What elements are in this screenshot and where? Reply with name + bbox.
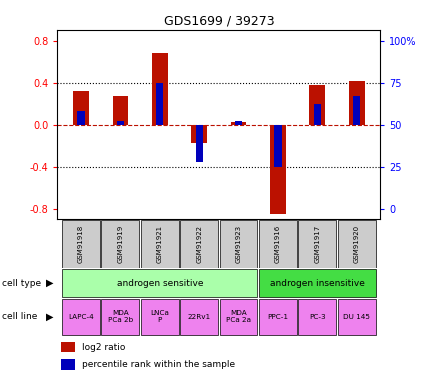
FancyBboxPatch shape	[141, 298, 178, 335]
Text: GSM91922: GSM91922	[196, 225, 202, 263]
Bar	[314, 105, 321, 125]
Text: GSM91917: GSM91917	[314, 225, 320, 263]
Text: GSM91921: GSM91921	[157, 225, 163, 263]
Bar	[61, 342, 75, 352]
FancyBboxPatch shape	[259, 298, 297, 335]
Text: LNCa
P: LNCa P	[150, 310, 169, 323]
Bar	[235, 122, 242, 124]
Text: GSM91918: GSM91918	[78, 225, 84, 263]
FancyBboxPatch shape	[259, 269, 376, 297]
Bar	[191, 124, 207, 142]
Text: GSM91923: GSM91923	[235, 225, 241, 263]
FancyBboxPatch shape	[102, 220, 139, 268]
Bar	[61, 359, 75, 370]
Text: MDA
PCa 2a: MDA PCa 2a	[226, 310, 251, 323]
Bar	[77, 111, 85, 125]
Bar	[231, 122, 246, 124]
FancyBboxPatch shape	[141, 220, 178, 268]
Text: LAPC-4: LAPC-4	[68, 314, 94, 320]
FancyBboxPatch shape	[338, 220, 376, 268]
Text: cell line: cell line	[2, 312, 37, 321]
FancyBboxPatch shape	[180, 220, 218, 268]
Text: androgen sensitive: androgen sensitive	[116, 279, 203, 288]
Text: cell type: cell type	[2, 279, 41, 288]
Bar	[275, 124, 281, 167]
FancyBboxPatch shape	[220, 220, 258, 268]
Bar	[353, 96, 360, 124]
FancyBboxPatch shape	[298, 220, 336, 268]
FancyBboxPatch shape	[62, 298, 100, 335]
Text: log2 ratio: log2 ratio	[82, 343, 125, 352]
FancyBboxPatch shape	[102, 298, 139, 335]
Bar	[113, 96, 128, 124]
Bar	[196, 124, 203, 162]
Text: GSM91919: GSM91919	[117, 225, 123, 263]
Bar	[309, 85, 325, 124]
FancyBboxPatch shape	[180, 298, 218, 335]
Bar	[73, 91, 89, 124]
Text: ▶: ▶	[46, 312, 54, 322]
Text: 22Rv1: 22Rv1	[187, 314, 211, 320]
Text: androgen insensitive: androgen insensitive	[270, 279, 365, 288]
Text: GSM91916: GSM91916	[275, 225, 281, 263]
FancyBboxPatch shape	[62, 220, 100, 268]
Bar	[349, 81, 365, 124]
Bar	[117, 122, 124, 124]
Text: PPC-1: PPC-1	[267, 314, 289, 320]
Text: ▶: ▶	[46, 278, 54, 288]
Bar	[156, 82, 163, 124]
Text: MDA
PCa 2b: MDA PCa 2b	[108, 310, 133, 323]
Title: GDS1699 / 39273: GDS1699 / 39273	[164, 15, 274, 27]
Text: GSM91920: GSM91920	[354, 225, 360, 263]
FancyBboxPatch shape	[62, 269, 258, 297]
FancyBboxPatch shape	[298, 298, 336, 335]
Bar	[152, 53, 168, 124]
FancyBboxPatch shape	[259, 220, 297, 268]
FancyBboxPatch shape	[220, 298, 258, 335]
Text: DU 145: DU 145	[343, 314, 370, 320]
Bar	[270, 124, 286, 214]
Text: percentile rank within the sample: percentile rank within the sample	[82, 360, 235, 369]
Text: PC-3: PC-3	[309, 314, 326, 320]
FancyBboxPatch shape	[338, 298, 376, 335]
